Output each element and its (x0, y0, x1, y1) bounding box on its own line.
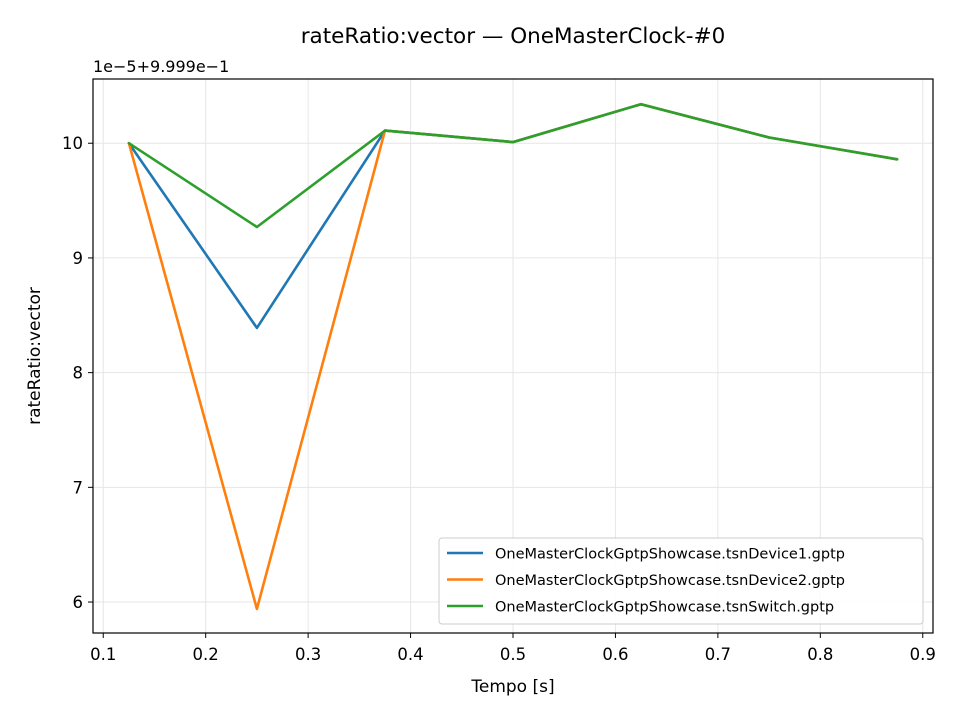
y-tick-label: 6 (73, 593, 84, 612)
x-axis-ticks: 0.1 0.2 0.3 0.4 0.5 0.6 0.7 0.8 0.9 (90, 633, 936, 664)
y-tick-label: 10 (62, 134, 83, 153)
x-axis-label: Tempo [s] (470, 677, 554, 697)
x-tick-label: 0.4 (397, 645, 423, 664)
legend-label: OneMasterClockGptpShowcase.tsnDevice2.gp… (495, 573, 845, 589)
x-tick-label: 0.2 (193, 645, 219, 664)
x-tick-label: 0.6 (602, 645, 628, 664)
x-tick-label: 0.7 (705, 645, 731, 664)
y-offset-label: 1e−5+9.999e−1 (93, 57, 229, 76)
series-line (127, 102, 899, 229)
y-tick-label: 8 (73, 364, 84, 383)
chart-title: rateRatio:vector — OneMasterClock-#0 (301, 24, 726, 49)
legend-label: OneMasterClockGptpShowcase.tsnSwitch.gpt… (495, 600, 834, 616)
series-lines (127, 102, 899, 611)
y-axis-ticks: 6 7 8 9 10 (62, 134, 93, 612)
y-tick-label: 7 (73, 478, 84, 497)
legend-box (438, 537, 924, 625)
x-tick-label: 0.5 (500, 645, 526, 664)
x-tick-label: 0.3 (295, 645, 321, 664)
y-tick-label: 9 (73, 249, 84, 268)
legend-label: OneMasterClockGptpShowcase.tsnDevice1.gp… (495, 547, 845, 563)
x-tick-label: 0.8 (807, 645, 833, 664)
x-tick-label: 0.1 (90, 645, 116, 664)
x-tick-label: 0.9 (910, 645, 936, 664)
legend: OneMasterClockGptpShowcase.tsnDevice1.gp… (438, 537, 924, 625)
y-axis-label: rateRatio:vector (25, 287, 45, 425)
